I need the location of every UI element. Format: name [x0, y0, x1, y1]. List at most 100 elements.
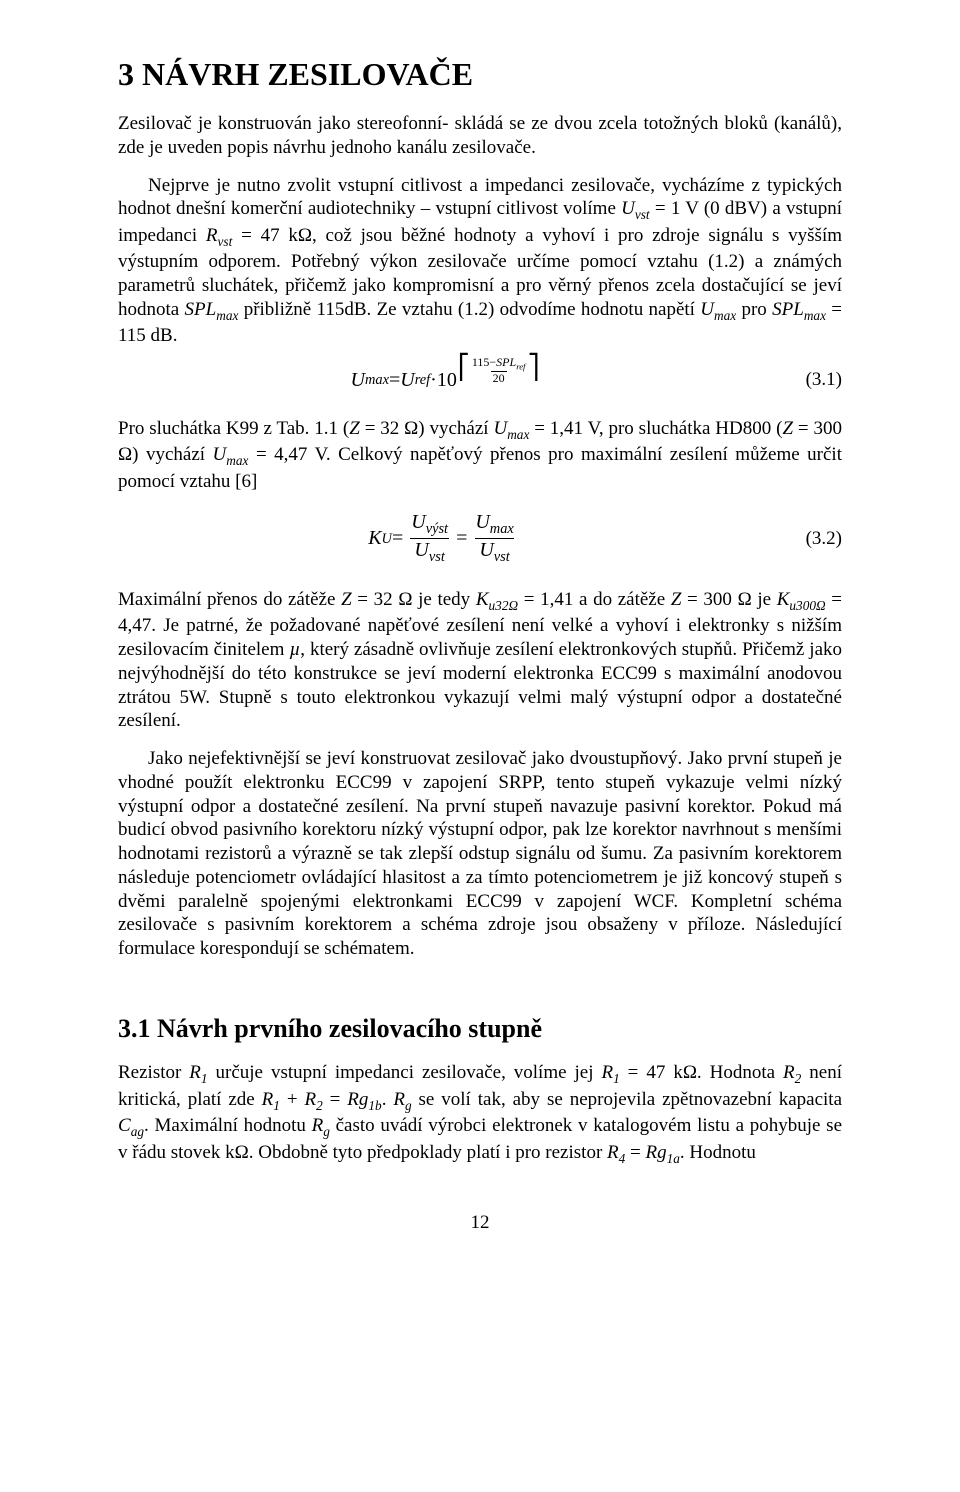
paragraph-assumptions: Nejprve je nutno zvolit vstupní citlivos… [118, 174, 842, 348]
eq31-den: 20 [491, 371, 507, 385]
sym-Rg-sub: g [405, 1098, 412, 1113]
eq31-Uref-sub: ref [415, 371, 430, 389]
text: Rezistor [118, 1062, 189, 1083]
sym-R2: R [783, 1062, 795, 1083]
eq31-frac: 115−SPLref 20 [470, 356, 528, 385]
text: = [625, 1142, 645, 1163]
sym-Umax2-sub: max [226, 453, 248, 468]
sym-R2b: R [304, 1089, 316, 1110]
text: = 1,41 V, pro sluchátka HD800 ( [529, 418, 782, 439]
eq32-f2-num-sub: max [490, 521, 514, 537]
eq31-num: 115−SPLref [470, 356, 528, 371]
sym-R1: R [189, 1062, 201, 1083]
equation-3-2-body: KU = Uvýst Uvst = Umax Uvst [118, 511, 772, 566]
sym-Umax2: U [213, 444, 227, 465]
sym-Cag: C [118, 1115, 131, 1136]
sym-Rg2-sub: g [323, 1124, 330, 1139]
sym-Umax-U: U [700, 299, 714, 320]
sym-Ku32-sub: u32Ω [489, 598, 519, 613]
paragraph-topology: Jako nejefektivnější se jeví konstruovat… [118, 747, 842, 961]
text: = 47 kΩ. Hodnota [620, 1062, 783, 1083]
sym-R1-sub: 1 [201, 1071, 208, 1086]
text: pro [736, 299, 772, 320]
lbracket-icon: ⎡ [458, 356, 470, 380]
sym-Rg2: R [312, 1115, 324, 1136]
sym-Z2: Z [782, 418, 793, 439]
sym-Cag-sub: ag [131, 1124, 144, 1139]
sym-Rvst-R: R [206, 225, 218, 246]
text: určuje vstupní impedanci zesilovače, vol… [208, 1062, 602, 1083]
equation-3-2-number: (3.2) [772, 527, 842, 551]
eq32-f1-num-U: U [411, 511, 425, 533]
text: Maximální přenos do zátěže [118, 589, 341, 610]
sym-Ku300-sub: u300Ω [789, 598, 825, 613]
rbracket-icon: ⎤ [527, 356, 539, 380]
sym-SPLmax2: SPL [772, 299, 804, 320]
eq31-Uref-U: U [400, 368, 414, 393]
paragraph-first-stage: Rezistor R1 určuje vstupní impedanci zes… [118, 1061, 842, 1167]
sym-R1b: R [601, 1062, 613, 1083]
sym-Umax1-sub: max [507, 427, 529, 442]
paragraph-headphones: Pro sluchátka K99 z Tab. 1.1 (Z = 32 Ω) … [118, 417, 842, 494]
page-number: 12 [118, 1211, 842, 1235]
sym-mu: µ [289, 639, 300, 660]
eq31-lhs-sub: max [365, 371, 389, 389]
eq32-f2-num-U: U [475, 511, 489, 533]
eq32-f2-den-U: U [479, 539, 493, 561]
sym-Rg1b: Rg [347, 1089, 368, 1110]
sym-Uvst-U: U [621, 198, 635, 219]
sym-SPLmax2-sub: max [804, 307, 826, 322]
sym-Umax-sub: max [714, 307, 736, 322]
eq31-num-spl-sub: ref [516, 361, 525, 371]
sym-R1b-sub: 1 [613, 1071, 620, 1086]
eq31-lhs-U: U [351, 368, 365, 393]
equation-3-1-body: Umax = Uref ·10 ⎡ 115−SPLref 20 ⎤ [118, 366, 772, 395]
sym-Ku300: K [777, 589, 790, 610]
text: . Hodnotu [680, 1142, 756, 1163]
eq32-f2-den-sub: vst [494, 549, 510, 565]
text: = 32 Ω) vychází [360, 418, 494, 439]
eq31-dot10: ·10 [430, 368, 457, 393]
text: . Maximální hodnotu [144, 1115, 312, 1136]
text: = 32 Ω je tedy [352, 589, 476, 610]
text: se volí tak, aby se neprojevila zpětnova… [412, 1089, 842, 1110]
sym-Rg1a-sub: 1a [667, 1150, 680, 1165]
eq32-K: K [368, 526, 381, 551]
eq31-exponent: ⎡ 115−SPLref 20 ⎤ [458, 356, 540, 385]
text: přibližně 115dB. Ze vztahu (1.2) odvodím… [238, 299, 700, 320]
text: = 300 Ω je [681, 589, 776, 610]
paragraph-intro: Zesilovač je konstruován jako stereofonn… [118, 112, 842, 160]
paragraph-gain: Maximální přenos do zátěže Z = 32 Ω je t… [118, 588, 842, 733]
sym-Rvst-sub: vst [218, 233, 233, 248]
eq31-eq: = [389, 368, 400, 393]
text: Pro sluchátka K99 z Tab. 1.1 ( [118, 418, 349, 439]
text: . [382, 1089, 394, 1110]
eq32-f1-den-sub: vst [429, 549, 445, 565]
sym-R4: R [607, 1142, 619, 1163]
sym-Rg: R [393, 1089, 405, 1110]
text: + [280, 1089, 305, 1110]
eq31-num-spl: SPL [496, 355, 516, 369]
equation-3-1-number: (3.1) [772, 368, 842, 392]
text: = [323, 1089, 348, 1110]
sym-Ku32: K [476, 589, 489, 610]
sym-Uvst-sub: vst [635, 207, 650, 222]
text: = 1,41 a do zátěže [518, 589, 671, 610]
sym-R2b-sub: 2 [316, 1098, 323, 1113]
sym-R1c: R [262, 1089, 274, 1110]
sym-Umax1: U [493, 418, 507, 439]
eq32-Ksub: U [382, 530, 392, 548]
sym-Z1: Z [349, 418, 360, 439]
eq32-f1-den-U: U [414, 539, 428, 561]
eq32-frac2: Umax Uvst [471, 511, 517, 566]
eq32-frac1: Uvýst Uvst [407, 511, 452, 566]
equation-3-1: Umax = Uref ·10 ⎡ 115−SPLref 20 ⎤ (3.1) [118, 366, 842, 395]
sym-R1c-sub: 1 [273, 1098, 280, 1113]
page: 3 NÁVRH ZESILOVAČE Zesilovač je konstruo… [0, 0, 960, 1492]
sym-Z3: Z [341, 589, 352, 610]
sym-Rg1a: Rg [646, 1142, 667, 1163]
equation-3-2: KU = Uvýst Uvst = Umax Uvst (3.2) [118, 511, 842, 566]
eq32-eq1: = [392, 526, 403, 551]
sym-SPLmax-sub: max [216, 307, 238, 322]
heading-chapter: 3 NÁVRH ZESILOVAČE [118, 54, 842, 94]
